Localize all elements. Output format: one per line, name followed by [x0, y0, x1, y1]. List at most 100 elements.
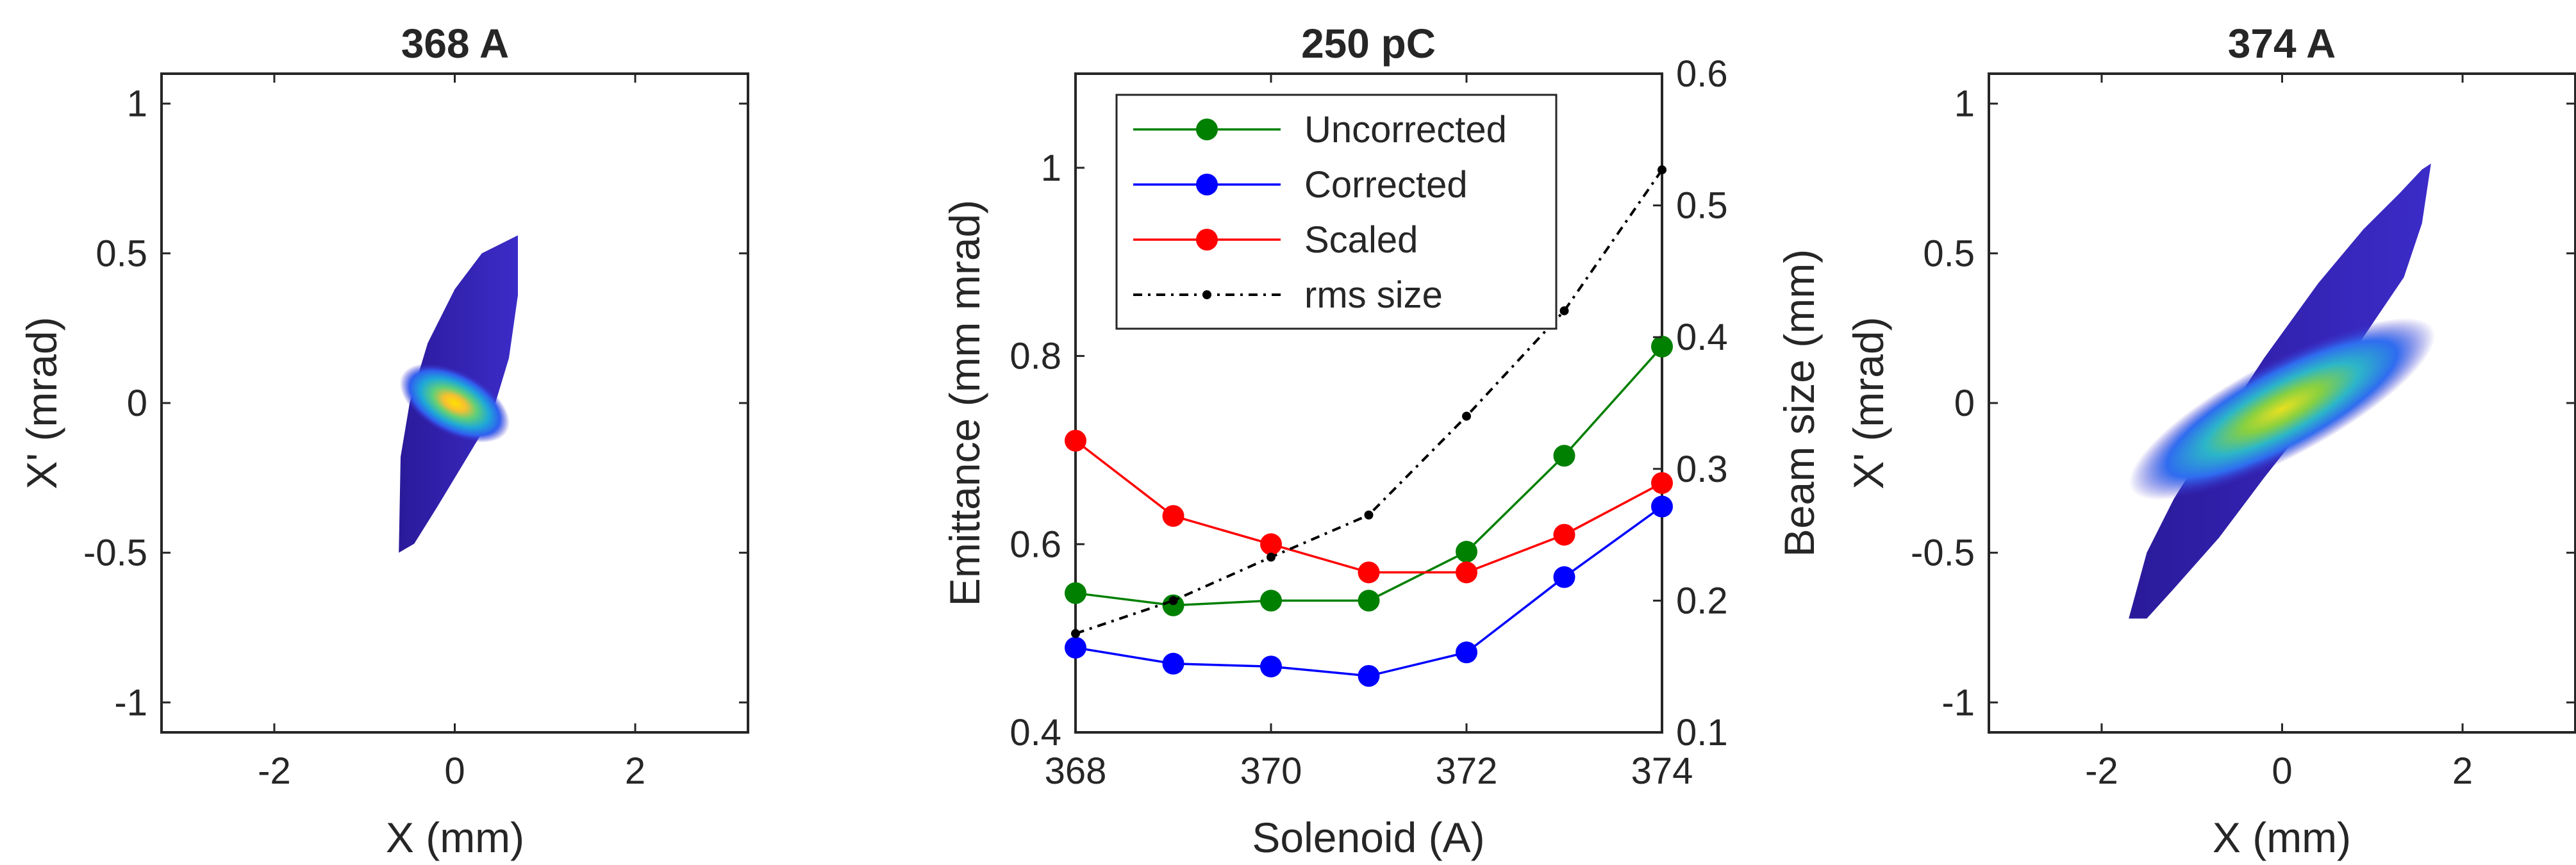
data-point [1456, 541, 1477, 563]
data-point [1260, 655, 1282, 678]
y-tick-label: -1 [1941, 682, 1975, 723]
data-point [1162, 505, 1184, 527]
panel2-y2-label: Beam size (mm) [1775, 249, 1823, 557]
legend-marker [1202, 290, 1211, 299]
panel2-x-ticks: 368 370 372 374 [1045, 74, 1693, 792]
x-tick-label: 2 [625, 750, 645, 792]
y-tick-label: -1 [114, 682, 147, 723]
data-point [1456, 641, 1477, 664]
panel2-series [1065, 165, 1673, 687]
series-uncorrected [1065, 335, 1673, 616]
panel2-y-ticks: 0.4 0.6 0.8 1 [1010, 147, 1084, 754]
panel2-x-label: Solenoid (A) [1252, 814, 1484, 861]
panel1-title: 368 A [401, 21, 509, 67]
y-tick-label: 0 [127, 383, 147, 424]
x-tick-label: 0 [2272, 750, 2292, 792]
legend-label: Scaled [1304, 219, 1418, 261]
legend-label: Corrected [1304, 164, 1468, 206]
panel-368A: 368 A -2 0 2 -1 -0.5 0 0.5 1 X (mm) X' (mrad) [18, 21, 749, 861]
panel1-x-label: X (mm) [386, 814, 524, 861]
data-point [1462, 411, 1471, 421]
y-tick-label: 1 [1954, 83, 1975, 125]
y-tick-label: 0.8 [1010, 336, 1061, 377]
panel3-plot-area [2129, 163, 2436, 619]
y-tick-label: 0.5 [1923, 233, 1975, 274]
data-point [1065, 636, 1086, 659]
legend-item: Uncorrected [1133, 109, 1507, 151]
panel2-axes-box [1074, 72, 1663, 734]
data-point [1162, 652, 1184, 675]
panel2-y-label: Emittance (mm mrad) [941, 200, 988, 606]
legend-marker [1196, 229, 1218, 251]
legend-box [1115, 94, 1558, 330]
data-point [1358, 664, 1380, 687]
legend-item: Corrected [1133, 164, 1468, 206]
data-point [1658, 165, 1666, 175]
series-corrected [1065, 495, 1673, 687]
y-tick-label: 1 [127, 83, 147, 125]
x-tick-label: 2 [2452, 750, 2473, 792]
x-tick-label: -2 [258, 750, 291, 792]
x-tick-label: 368 [1045, 750, 1107, 792]
data-point [1553, 445, 1575, 467]
data-point [1267, 552, 1276, 562]
legend-item: rms size [1133, 274, 1443, 316]
legend-label: Uncorrected [1304, 109, 1507, 151]
data-point [1260, 533, 1282, 556]
y2-tick-label: 0.3 [1676, 449, 1728, 490]
panel1-x-ticks: -2 0 2 [258, 74, 645, 792]
x-tick-label: 374 [1631, 750, 1693, 792]
y-tick-label: 1 [1041, 147, 1061, 189]
y-tick-label: 0.5 [96, 233, 147, 274]
data-point [1651, 495, 1673, 518]
data-point [1071, 629, 1080, 638]
panel1-y-ticks: -1 -0.5 0 0.5 1 [83, 83, 748, 723]
panel2-title: 250 pC [1301, 21, 1436, 67]
y-tick-label: -0.5 [1911, 532, 1975, 574]
y-tick-label: -0.5 [83, 532, 147, 574]
y2-tick-label: 0.1 [1676, 712, 1728, 754]
panel-250pC: 250 pC 368 370 372 374 0.4 0.6 0.8 1 0.1 0.2 0.3… [941, 21, 1823, 861]
panel3-title: 374 A [2228, 21, 2336, 67]
data-point [1651, 472, 1673, 494]
series-scaled [1065, 429, 1673, 584]
y2-tick-label: 0.4 [1676, 317, 1728, 358]
panel3-x-ticks: -2 0 2 [2085, 74, 2473, 792]
data-point [1559, 306, 1569, 316]
panel1-density-core [399, 363, 510, 443]
x-tick-label: 372 [1436, 750, 1498, 792]
data-point [1065, 582, 1086, 604]
x-tick-label: 0 [444, 750, 465, 792]
data-point [1553, 523, 1575, 546]
panel2-y2-ticks: 0.1 0.2 0.3 0.4 0.5 0.6 [1653, 53, 1728, 754]
panel1-plot-area [399, 235, 518, 553]
y-tick-label: 0 [1954, 383, 1975, 424]
y-tick-label: 0.6 [1010, 523, 1061, 565]
data-point [1358, 561, 1380, 584]
legend-marker [1196, 119, 1218, 140]
panel-374A: 374 A -2 0 2 -1 -0.5 0 0.5 1 X (mm) X' (mrad) [1845, 21, 2576, 861]
series-rms-size [1071, 165, 1666, 638]
y2-tick-label: 0.6 [1676, 53, 1728, 95]
panel3-y-ticks: -1 -0.5 0 0.5 1 [1911, 83, 2575, 723]
y2-tick-label: 0.2 [1676, 580, 1728, 622]
panel3-x-label: X (mm) [2213, 814, 2351, 861]
data-point [1065, 429, 1086, 452]
x-tick-label: 370 [1240, 750, 1302, 792]
panel3-y-label: X' (mrad) [1845, 317, 1892, 489]
legend-items: Uncorrected Corrected Scaled rms size [1133, 109, 1507, 316]
panel2-legend: Uncorrected Corrected Scaled rms size [1115, 94, 1558, 330]
y2-tick-label: 0.5 [1676, 185, 1728, 227]
data-point [1260, 589, 1282, 612]
data-point [1168, 596, 1178, 606]
data-point [1358, 589, 1380, 612]
legend-item: Scaled [1133, 219, 1418, 261]
data-point [1162, 594, 1184, 616]
x-tick-label: -2 [2085, 750, 2118, 792]
data-point [1651, 335, 1673, 358]
data-point [1553, 566, 1575, 588]
y-tick-label: 0.4 [1010, 712, 1061, 754]
panel1-y-label: X' (mrad) [18, 317, 65, 489]
legend-marker [1196, 174, 1218, 195]
